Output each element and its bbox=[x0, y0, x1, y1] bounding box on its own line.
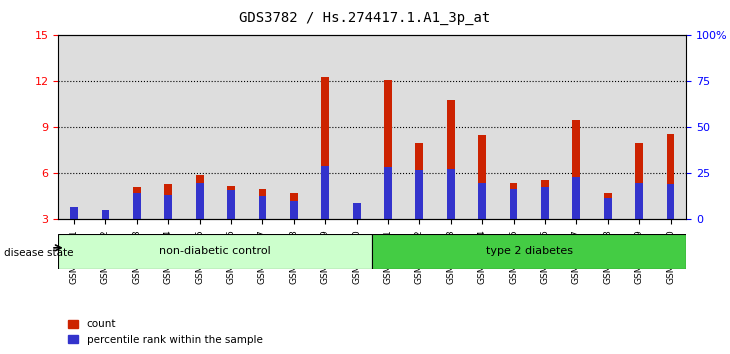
Text: disease state: disease state bbox=[4, 248, 73, 258]
Bar bbox=[247, 35, 278, 219]
Bar bbox=[541, 179, 549, 219]
Bar bbox=[384, 167, 392, 219]
Bar bbox=[121, 35, 153, 219]
Bar bbox=[90, 35, 121, 219]
Legend: count, percentile rank within the sample: count, percentile rank within the sample bbox=[64, 315, 266, 349]
Bar bbox=[498, 35, 529, 219]
Bar bbox=[604, 198, 612, 219]
Bar bbox=[510, 183, 518, 219]
Bar bbox=[572, 177, 580, 219]
Bar bbox=[372, 35, 404, 219]
Bar bbox=[541, 187, 549, 219]
Bar bbox=[415, 170, 423, 219]
Bar bbox=[153, 35, 184, 219]
Bar bbox=[321, 166, 329, 219]
Bar bbox=[561, 35, 592, 219]
Bar bbox=[572, 120, 580, 219]
Bar bbox=[310, 35, 341, 219]
Bar bbox=[478, 135, 486, 219]
Bar bbox=[133, 193, 141, 219]
Bar bbox=[666, 133, 675, 219]
Bar bbox=[215, 35, 247, 219]
Bar bbox=[604, 193, 612, 219]
Bar bbox=[227, 186, 235, 219]
FancyBboxPatch shape bbox=[58, 234, 372, 269]
Bar bbox=[164, 195, 172, 219]
Text: non-diabetic control: non-diabetic control bbox=[159, 246, 272, 256]
Bar bbox=[666, 184, 675, 219]
Bar bbox=[404, 35, 435, 219]
Bar bbox=[592, 35, 623, 219]
Bar bbox=[258, 196, 266, 219]
FancyBboxPatch shape bbox=[372, 234, 686, 269]
Bar bbox=[184, 35, 215, 219]
Bar bbox=[478, 183, 486, 219]
Bar bbox=[447, 100, 455, 219]
Bar bbox=[101, 210, 110, 219]
Bar bbox=[635, 143, 643, 219]
Bar bbox=[227, 190, 235, 219]
Bar bbox=[529, 35, 561, 219]
Text: GDS3782 / Hs.274417.1.A1_3p_at: GDS3782 / Hs.274417.1.A1_3p_at bbox=[239, 11, 491, 25]
Bar bbox=[435, 35, 466, 219]
Bar bbox=[196, 175, 204, 219]
Text: type 2 diabetes: type 2 diabetes bbox=[485, 246, 573, 256]
Bar bbox=[321, 77, 329, 219]
Bar bbox=[278, 35, 310, 219]
Bar bbox=[353, 202, 361, 219]
Bar bbox=[164, 184, 172, 219]
Bar bbox=[447, 169, 455, 219]
Bar bbox=[196, 183, 204, 219]
Bar bbox=[384, 80, 392, 219]
Bar bbox=[353, 212, 361, 219]
Bar bbox=[58, 35, 90, 219]
Bar bbox=[258, 189, 266, 219]
Bar bbox=[341, 35, 372, 219]
Bar bbox=[510, 189, 518, 219]
Bar bbox=[466, 35, 498, 219]
Bar bbox=[70, 218, 78, 219]
Bar bbox=[70, 207, 78, 219]
Bar bbox=[635, 183, 643, 219]
Bar bbox=[290, 201, 298, 219]
Bar bbox=[655, 35, 686, 219]
Bar bbox=[623, 35, 655, 219]
Bar bbox=[290, 193, 298, 219]
Bar bbox=[415, 143, 423, 219]
Bar bbox=[101, 216, 110, 219]
Bar bbox=[133, 187, 141, 219]
